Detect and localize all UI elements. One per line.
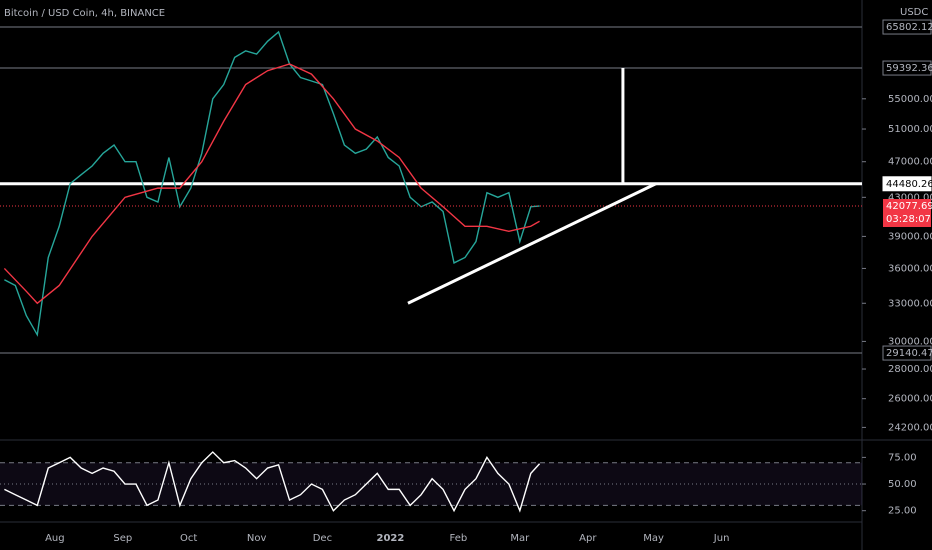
y-tick-label: 25.00 — [888, 506, 917, 517]
price-label: 44480.26 — [886, 179, 932, 190]
x-tick-label: Jun — [713, 533, 730, 544]
y-tick-label: 28000.00 — [888, 364, 932, 375]
x-tick-label: Aug — [45, 533, 65, 544]
x-tick-label: 2022 — [377, 533, 405, 544]
x-tick-label: Dec — [313, 533, 332, 544]
last-price-box — [883, 198, 931, 227]
y-tick-label: 75.00 — [888, 452, 917, 463]
x-tick-label: Nov — [247, 533, 267, 544]
y-tick-label: 55000.00 — [888, 94, 932, 105]
x-tick-label: Apr — [579, 533, 597, 544]
price-label-box — [882, 176, 932, 192]
price-label-box — [882, 19, 932, 35]
x-tick-label: Feb — [450, 533, 468, 544]
y-tick-label: 33000.00 — [888, 298, 932, 309]
price-label: 29140.47 — [886, 348, 932, 359]
x-tick-label: Sep — [113, 533, 132, 544]
price-line — [3, 63, 540, 305]
y-tick-label: 39000.00 — [888, 231, 932, 242]
trendline — [407, 182, 657, 305]
y-tick-label: 24200.00 — [888, 422, 932, 433]
last-price-label: 42077.69 — [886, 201, 932, 212]
x-tick-label: May — [643, 533, 664, 544]
y-tick-label: 47000.00 — [888, 157, 932, 168]
y-tick-label: 50.00 — [888, 479, 917, 490]
y-tick-label: 30000.00 — [888, 336, 932, 347]
y-tick-label: 26000.00 — [888, 394, 932, 405]
price-label-box — [882, 345, 932, 361]
price-line — [4, 30, 540, 337]
y-tick-label: 51000.00 — [888, 124, 932, 135]
x-tick-label: Mar — [510, 533, 530, 544]
y-tick-label: 36000.00 — [888, 263, 932, 274]
x-tick-label: Oct — [180, 533, 197, 544]
price-line — [4, 451, 541, 513]
currency: USDC — [900, 7, 928, 18]
price-label-box — [882, 60, 932, 76]
chart-title: Bitcoin / USD Coin, 4h, BINANCE — [4, 8, 165, 19]
countdown: 03:28:07 — [886, 214, 931, 225]
y-tick-label: 43000.00 — [888, 192, 932, 203]
price-label: 59392.36 — [886, 63, 932, 74]
price-label: 65802.12 — [886, 22, 932, 33]
